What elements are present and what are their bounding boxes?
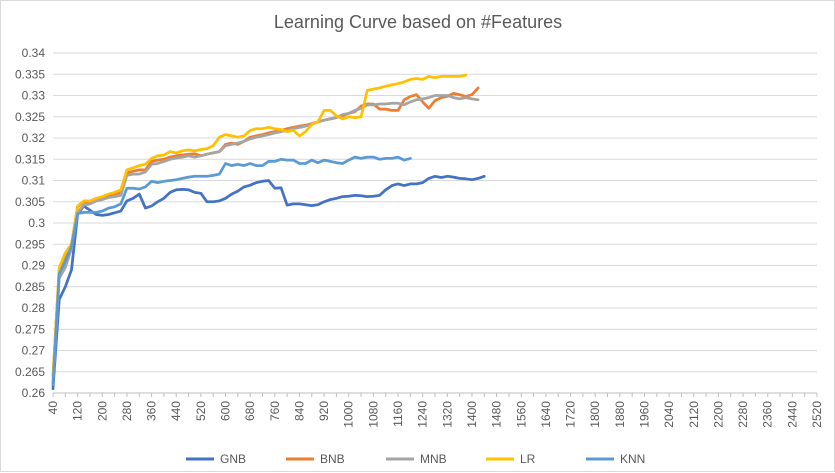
x-tick-label: 1080 bbox=[366, 401, 380, 428]
x-tick-label: 1800 bbox=[588, 401, 602, 428]
x-tick-label: 520 bbox=[194, 401, 208, 421]
x-tick-label: 1880 bbox=[613, 401, 627, 428]
y-tick-label: 0.335 bbox=[15, 67, 45, 81]
y-tick-label: 0.29 bbox=[22, 259, 46, 273]
x-tick-label: 200 bbox=[95, 401, 109, 421]
y-tick-label: 0.295 bbox=[15, 237, 45, 251]
x-tick-label: 1560 bbox=[514, 401, 528, 428]
x-tick-label: 120 bbox=[71, 401, 85, 421]
legend-label-lr: LR bbox=[520, 452, 536, 466]
series-line-gnb bbox=[51, 174, 486, 391]
y-tick-label: 0.32 bbox=[22, 131, 46, 145]
y-tick-label: 0.33 bbox=[22, 89, 46, 103]
x-tick-label: 2520 bbox=[810, 401, 824, 428]
x-tick-label: 2120 bbox=[687, 401, 701, 428]
legend-item-mnb: MNB bbox=[386, 452, 447, 466]
x-tick-label: 440 bbox=[169, 401, 183, 421]
series-line-bnb bbox=[51, 86, 480, 378]
legend-label-knn: KNN bbox=[620, 452, 645, 466]
x-tick-label: 1320 bbox=[440, 401, 454, 428]
series-line-knn bbox=[51, 155, 412, 386]
x-tick-label: 1960 bbox=[637, 401, 651, 428]
y-tick-label: 0.285 bbox=[15, 280, 45, 294]
x-tick-label: 2040 bbox=[662, 401, 676, 428]
x-tick-label: 760 bbox=[268, 401, 282, 421]
x-tick-label: 600 bbox=[219, 401, 233, 421]
y-tick-label: 0.34 bbox=[22, 46, 46, 60]
legend-item-lr: LR bbox=[486, 452, 536, 466]
legend-item-bnb: BNB bbox=[286, 452, 345, 466]
x-tick-label: 920 bbox=[317, 401, 331, 421]
y-tick-label: 0.265 bbox=[15, 365, 45, 379]
legend-label-bnb: BNB bbox=[320, 452, 345, 466]
x-tick-label: 2360 bbox=[761, 401, 775, 428]
series-line-mnb bbox=[51, 94, 480, 384]
legend-label-mnb: MNB bbox=[420, 452, 447, 466]
y-tick-label: 0.315 bbox=[15, 152, 45, 166]
x-tick-label: 1160 bbox=[391, 401, 405, 427]
y-tick-label: 0.26 bbox=[22, 386, 46, 400]
y-tick-label: 0.305 bbox=[15, 195, 45, 209]
x-tick-label: 2200 bbox=[711, 401, 725, 428]
x-tick-label: 1000 bbox=[342, 401, 356, 428]
x-tick-label: 360 bbox=[145, 401, 159, 421]
y-tick-label: 0.275 bbox=[15, 322, 45, 336]
legend-label-gnb: GNB bbox=[220, 452, 246, 466]
y-tick-label: 0.3 bbox=[28, 216, 45, 230]
y-tick-label: 0.28 bbox=[22, 301, 46, 315]
x-tick-label: 1640 bbox=[539, 401, 553, 428]
legend-item-knn: KNN bbox=[586, 452, 645, 466]
x-tick-label: 1480 bbox=[490, 401, 504, 428]
x-tick-label: 40 bbox=[46, 401, 60, 415]
x-tick-label: 2440 bbox=[785, 401, 799, 428]
x-tick-label: 1400 bbox=[465, 401, 479, 428]
chart-title: Learning Curve based on #Features bbox=[274, 12, 562, 32]
y-tick-label: 0.31 bbox=[22, 174, 46, 188]
legend-item-gnb: GNB bbox=[186, 452, 246, 466]
x-tick-label: 1240 bbox=[416, 401, 430, 428]
x-tick-label: 2280 bbox=[736, 401, 750, 428]
x-tick-label: 840 bbox=[292, 401, 306, 421]
x-tick-label: 1720 bbox=[564, 401, 578, 428]
x-tick-label: 680 bbox=[243, 401, 257, 421]
y-tick-label: 0.27 bbox=[22, 344, 46, 358]
x-tick-label: 280 bbox=[120, 401, 134, 421]
series-line-lr bbox=[51, 73, 468, 378]
y-tick-label: 0.325 bbox=[15, 110, 45, 124]
